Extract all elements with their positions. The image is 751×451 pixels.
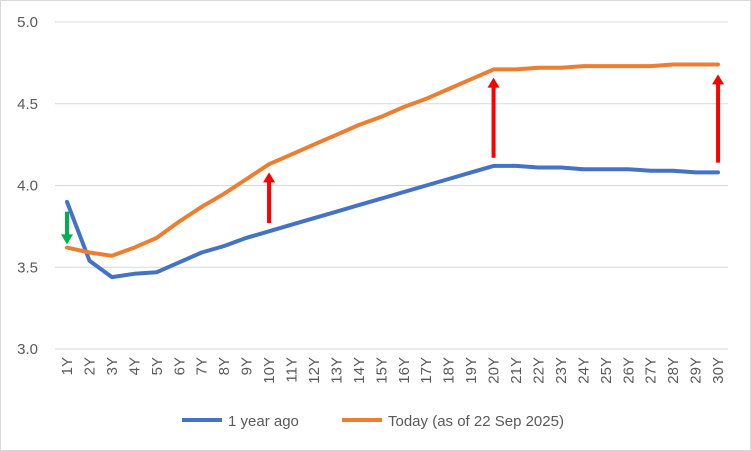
y-tick-label: 5.0 bbox=[17, 14, 38, 31]
legend-label-1-year-ago: 1 year ago bbox=[228, 413, 299, 430]
x-tick-label: 30Y bbox=[710, 357, 727, 384]
x-tick-label: 19Y bbox=[463, 357, 480, 384]
arrow-head bbox=[487, 77, 500, 88]
y-tick-label: 3.0 bbox=[17, 341, 38, 358]
change-arrows bbox=[61, 74, 725, 245]
x-tick-label: 20Y bbox=[486, 357, 503, 384]
gridlines bbox=[55, 21, 728, 350]
arrow-up-20Y bbox=[487, 77, 500, 158]
x-tick-label: 4Y bbox=[126, 357, 143, 375]
x-tick-label: 21Y bbox=[508, 357, 525, 384]
x-tick-label: 24Y bbox=[575, 357, 592, 384]
x-tick-label: 2Y bbox=[81, 357, 98, 375]
series-line-1-year-ago bbox=[65, 163, 720, 280]
x-tick-label: 10Y bbox=[261, 357, 278, 384]
x-tick-label: 12Y bbox=[306, 357, 323, 384]
arrow-head bbox=[61, 234, 73, 245]
arrow-down-1Y bbox=[61, 211, 73, 245]
x-tick-label: 17Y bbox=[418, 357, 435, 384]
x-tick-label: 27Y bbox=[643, 357, 660, 384]
legend-label-today: Today (as of 22 Sep 2025) bbox=[388, 413, 564, 430]
x-tick-label: 23Y bbox=[553, 357, 570, 384]
x-tick-label: 15Y bbox=[373, 357, 390, 384]
arrow-head bbox=[712, 74, 725, 85]
x-tick-label: 13Y bbox=[328, 357, 345, 384]
x-tick-label: 25Y bbox=[598, 357, 615, 384]
x-tick-label: 16Y bbox=[396, 357, 413, 384]
y-tick-label: 3.5 bbox=[17, 259, 38, 276]
y-tick-label: 4.5 bbox=[17, 96, 38, 113]
x-tick-label: 26Y bbox=[620, 357, 637, 384]
x-tick-label: 22Y bbox=[530, 357, 547, 384]
series-lines bbox=[65, 62, 720, 280]
x-tick-label: 5Y bbox=[149, 357, 166, 375]
x-tick-label: 11Y bbox=[284, 357, 301, 383]
x-tick-label: 6Y bbox=[171, 357, 188, 375]
y-axis: 3.0 3.5 4.0 4.5 5.0 bbox=[17, 14, 38, 358]
x-tick-label: 14Y bbox=[351, 357, 368, 384]
arrow-up-10Y bbox=[263, 172, 276, 224]
x-tick-label: 28Y bbox=[665, 357, 682, 384]
x-tick-label: 1Y bbox=[59, 357, 76, 375]
x-tick-label: 29Y bbox=[688, 357, 705, 384]
series-line-today bbox=[65, 62, 720, 258]
x-tick-label: 18Y bbox=[441, 357, 458, 384]
x-tick-label: 7Y bbox=[194, 357, 211, 375]
x-axis: 1Y 2Y 3Y 4Y 5Y 6Y 7Y 8Y 9Y 10Y 11Y 12Y 13Y 14Y 15Y 16Y 1… bbox=[59, 357, 727, 384]
y-tick-label: 4.0 bbox=[17, 178, 38, 195]
arrow-head bbox=[263, 172, 276, 183]
x-tick-label: 8Y bbox=[216, 357, 233, 375]
legend: 1 year ago Today (as of 22 Sep 2025) bbox=[182, 413, 564, 430]
arrow-up-30Y bbox=[712, 74, 725, 163]
x-tick-label: 3Y bbox=[104, 357, 121, 375]
x-tick-label: 9Y bbox=[239, 357, 256, 375]
